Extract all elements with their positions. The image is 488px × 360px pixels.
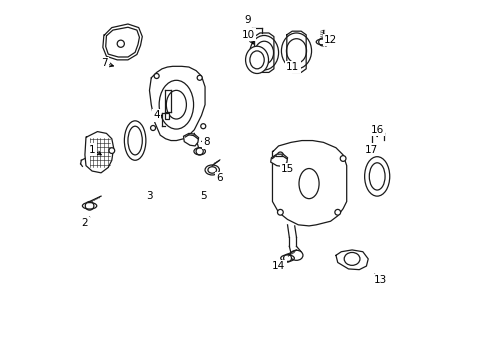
Ellipse shape: [283, 254, 291, 262]
Ellipse shape: [196, 148, 203, 155]
Polygon shape: [270, 154, 287, 166]
Text: 13: 13: [373, 275, 386, 285]
Ellipse shape: [85, 202, 94, 210]
Bar: [164, 113, 169, 120]
Text: 15: 15: [280, 164, 294, 174]
Ellipse shape: [109, 148, 115, 153]
Text: 5: 5: [200, 191, 206, 201]
Ellipse shape: [150, 126, 155, 131]
Ellipse shape: [197, 75, 202, 80]
Text: 14: 14: [271, 261, 285, 271]
Text: 9: 9: [244, 15, 251, 26]
Ellipse shape: [277, 152, 283, 158]
Text: 6: 6: [216, 173, 222, 183]
Text: 7: 7: [101, 58, 108, 68]
Text: 4: 4: [153, 111, 160, 121]
Text: 11: 11: [285, 62, 299, 72]
Ellipse shape: [201, 124, 205, 129]
Text: 12: 12: [323, 35, 337, 45]
Ellipse shape: [289, 250, 303, 260]
Ellipse shape: [207, 167, 216, 173]
Text: 1: 1: [89, 144, 95, 154]
Ellipse shape: [340, 156, 346, 161]
Text: 3: 3: [146, 191, 152, 201]
Ellipse shape: [334, 210, 340, 215]
Ellipse shape: [318, 38, 326, 46]
Ellipse shape: [277, 210, 283, 215]
Text: 10: 10: [241, 30, 254, 40]
Ellipse shape: [245, 46, 268, 73]
Text: 2: 2: [81, 218, 88, 228]
Ellipse shape: [154, 73, 159, 78]
Text: 8: 8: [203, 138, 210, 147]
Ellipse shape: [344, 252, 359, 265]
Polygon shape: [183, 134, 198, 146]
Text: 17: 17: [365, 144, 378, 154]
Text: 16: 16: [370, 125, 383, 135]
